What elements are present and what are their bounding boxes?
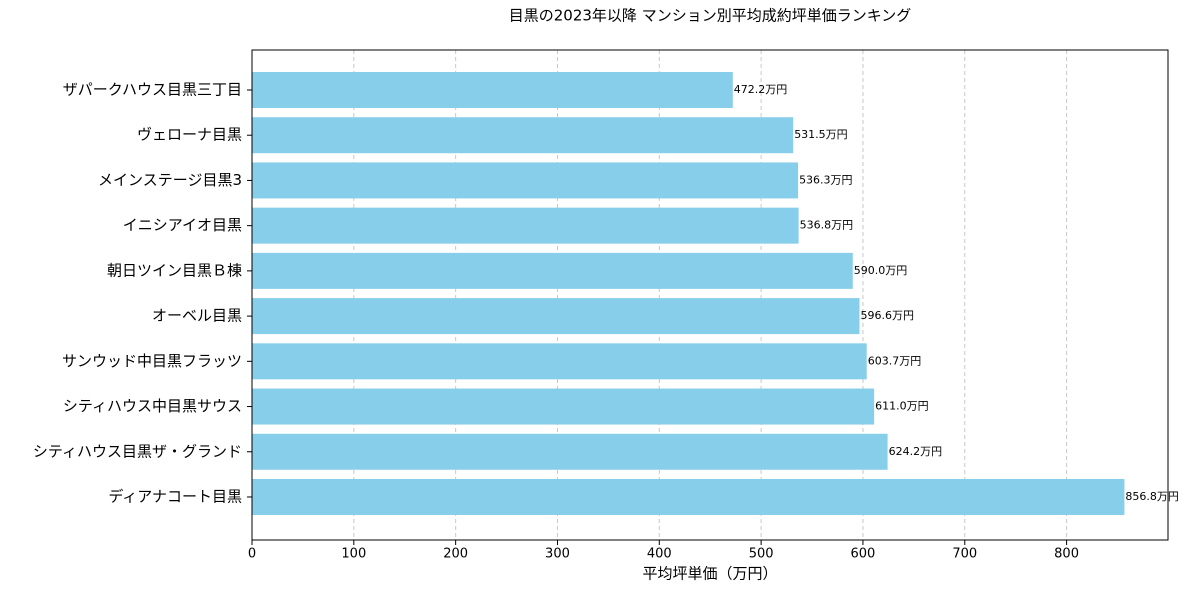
value-label: 536.8万円 (800, 219, 854, 232)
bar (252, 298, 860, 335)
bar (252, 252, 853, 289)
y-tick-label: オーベル目黒 (152, 307, 242, 325)
x-axis-label: 平均坪単価（万円） (642, 565, 777, 583)
chart-title: 目黒の2023年以降 マンション別平均成約坪単価ランキング (509, 7, 912, 25)
bar (252, 433, 888, 470)
y-tick-label: 朝日ツイン目黒Ｂ棟 (107, 261, 242, 279)
x-tick-label: 0 (248, 547, 256, 562)
x-tick-label: 700 (952, 547, 977, 562)
value-label: 603.7万円 (868, 354, 922, 367)
value-label: 590.0万円 (854, 264, 908, 277)
x-tick-label: 500 (749, 547, 774, 562)
y-tick-label: イニシアイオ目黒 (123, 216, 242, 234)
x-tick-label: 200 (443, 547, 468, 562)
value-label: 472.2万円 (734, 83, 788, 96)
y-tick-label: シティハウス中目黒サウス (63, 397, 242, 415)
x-tick-label: 100 (341, 547, 366, 562)
bar (252, 343, 867, 380)
bar (252, 72, 733, 108)
value-label: 624.2万円 (889, 445, 943, 458)
bar (252, 207, 799, 244)
plot-frame (251, 49, 1169, 541)
y-tick-label: ヴェローナ目黒 (137, 126, 242, 144)
value-label: 856.8万円 (1125, 490, 1179, 503)
value-label: 531.5万円 (794, 128, 848, 141)
value-label: 596.6万円 (860, 309, 914, 322)
bar (252, 478, 1125, 515)
y-tick-label: シティハウス目黒ザ・グランド (33, 442, 242, 460)
value-label: 611.0万円 (875, 400, 929, 413)
y-tick-label: ザパークハウス目黒三丁目 (63, 81, 242, 99)
y-tick-label: ディアナコート目黒 (108, 487, 242, 505)
x-tick-label: 300 (545, 547, 570, 562)
bar (252, 117, 794, 154)
x-tick-label: 600 (851, 547, 876, 562)
bar (252, 388, 875, 425)
value-label: 536.3万円 (799, 173, 853, 186)
x-tick-label: 800 (1054, 547, 1079, 562)
y-tick-label: メインステージ目黒3 (98, 171, 242, 189)
y-tick-label: サンウッド中目黒フラッツ (62, 352, 242, 370)
x-tick-label: 400 (647, 547, 672, 562)
bar (252, 162, 799, 199)
